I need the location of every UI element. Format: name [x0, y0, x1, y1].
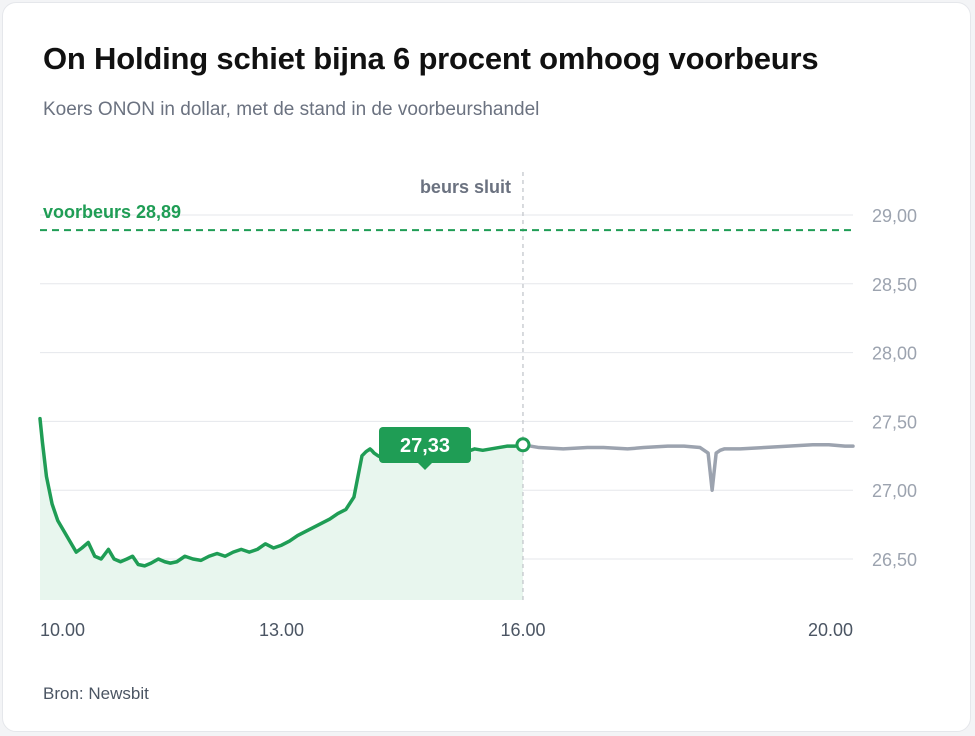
last-value-label: 27,33	[400, 435, 450, 457]
x-tick-label: 16.00	[500, 620, 545, 640]
y-tick-label: 29,00	[872, 206, 917, 226]
y-tick-label: 28,50	[872, 275, 917, 295]
after-hours-line	[521, 443, 855, 492]
market-close-label: beurs sluit	[420, 177, 511, 197]
regular-area-fill	[40, 418, 523, 600]
x-tick-label: 20.00	[808, 620, 853, 640]
premarket-label: voorbeurs 28,89	[43, 202, 181, 222]
y-tick-label: 26,50	[872, 550, 917, 570]
chart-source: Bron: Newsbit	[43, 684, 149, 703]
x-tick-label: 13.00	[259, 620, 304, 640]
y-tick-label: 27,50	[872, 412, 917, 432]
last-value-callout	[379, 427, 471, 463]
y-tick-label: 27,00	[872, 481, 917, 501]
chart-title: On Holding schiet bijna 6 procent omhoog…	[43, 41, 819, 76]
y-tick-label: 28,00	[872, 344, 917, 364]
callout-pointer	[418, 463, 432, 470]
chart-subtitle: Koers ONON in dollar, met de stand in de…	[43, 99, 540, 120]
last-value-marker	[515, 437, 531, 453]
x-tick-label: 10.00	[40, 620, 85, 640]
